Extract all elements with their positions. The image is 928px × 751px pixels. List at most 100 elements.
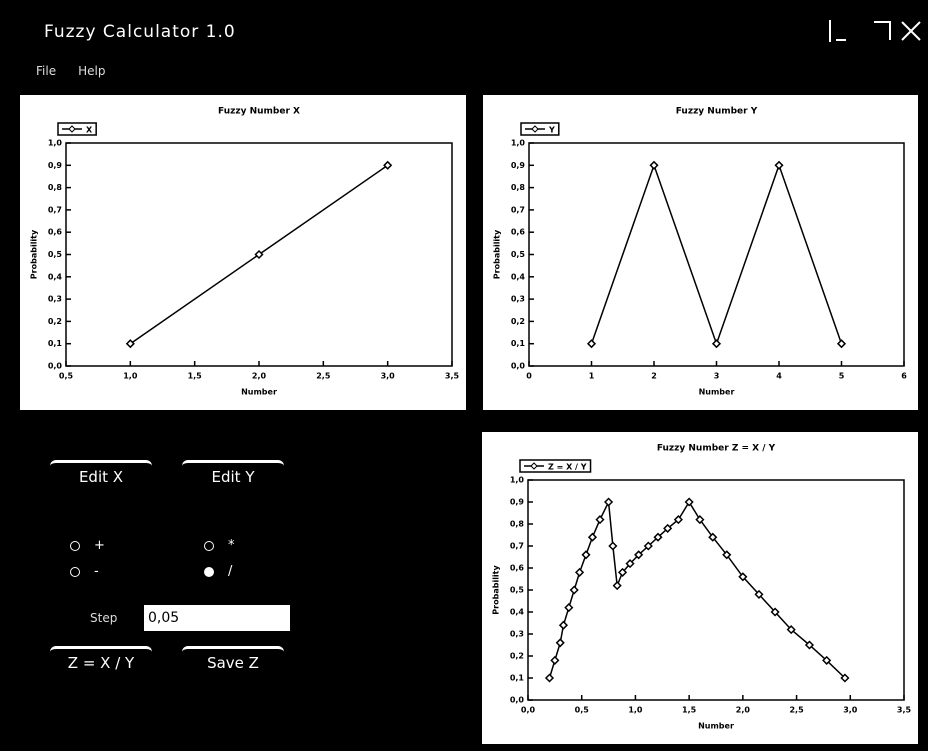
x-tick-label: 2,0 (252, 372, 267, 381)
x-tick-label: 3,0 (843, 706, 858, 715)
data-point (560, 622, 567, 629)
radio-label: + (94, 538, 105, 553)
y-tick-label: 0,3 (48, 295, 62, 304)
y-tick-label: 1,0 (510, 476, 525, 485)
close-button[interactable] (902, 22, 920, 40)
y-tick-label: 0,8 (48, 183, 63, 192)
step-input[interactable]: 0,05 (144, 605, 290, 631)
button[interactable]: Edit Y (182, 460, 284, 486)
x-tick-label: 3,5 (897, 706, 912, 715)
radio-option[interactable]: - (70, 564, 99, 579)
y-tick-label: 1,0 (511, 139, 526, 148)
y-tick-label: 0,7 (511, 205, 525, 214)
window-title: Fuzzy Calculator 1.0 (44, 22, 236, 42)
data-point (605, 499, 612, 506)
menu-item[interactable]: File (36, 64, 56, 78)
radio-button[interactable] (70, 541, 80, 551)
y-tick-label: 0,1 (510, 674, 525, 683)
legend-label: X (86, 126, 93, 135)
x-tick-label: 2,5 (789, 706, 804, 715)
y-tick-label: 0,2 (510, 652, 524, 661)
y-tick-label: 0,7 (48, 205, 62, 214)
x-tick-label: 1 (589, 372, 595, 381)
button[interactable]: Save Z (182, 646, 284, 672)
data-point (576, 569, 583, 576)
y-tick-label: 0,5 (510, 586, 525, 595)
radio-option[interactable]: * (204, 538, 235, 553)
y-tick-label: 0,9 (48, 161, 63, 170)
x-tick-label: 3,0 (381, 372, 396, 381)
data-point (614, 582, 621, 589)
chart-title: Fuzzy Number Y (676, 107, 758, 117)
y-tick-label: 0,9 (511, 161, 526, 170)
legend-label: Y (548, 126, 555, 135)
x-tick-label: 1,5 (682, 706, 697, 715)
radio-label: - (94, 564, 99, 579)
y-tick-label: 0,4 (510, 608, 525, 617)
radio-option[interactable]: / (204, 564, 232, 579)
plot-frame (528, 480, 904, 700)
x-tick-label: 1,5 (188, 372, 203, 381)
legend-label: Z = X / Y (548, 463, 587, 472)
x-tick-label: 0,0 (521, 706, 536, 715)
y-tick-label: 0,0 (48, 362, 63, 371)
x-axis-label: Number (699, 388, 735, 397)
y-tick-label: 0,6 (510, 564, 525, 573)
y-tick-label: 0,6 (511, 228, 526, 237)
chart-panel: Fuzzy Number Z = X / Y 0,0 0,5 1,0 1,5 2,0 2,5… (482, 432, 918, 744)
data-point (546, 675, 553, 682)
data-point (596, 516, 603, 523)
data-point (609, 543, 616, 550)
x-tick-label: 2,0 (736, 706, 751, 715)
x-axis-label: Number (241, 388, 277, 397)
data-point (838, 340, 845, 347)
data-point (565, 604, 572, 611)
y-tick-label: 0,0 (511, 362, 526, 371)
x-tick-label: 3 (714, 372, 720, 381)
plot-frame (529, 143, 904, 366)
data-point (589, 534, 596, 541)
data-point (651, 162, 658, 169)
menu-item[interactable]: Help (78, 64, 105, 78)
chart-title: Fuzzy Number Z = X / Y (657, 444, 776, 454)
y-axis-label: Probability (492, 565, 501, 615)
x-tick-label: 3,5 (445, 372, 460, 381)
radio-button[interactable] (204, 541, 214, 551)
series-line (592, 165, 842, 343)
y-tick-label: 0,5 (511, 250, 526, 259)
y-tick-label: 0,9 (510, 498, 525, 507)
radio-button[interactable] (70, 567, 80, 577)
radio-option[interactable]: + (70, 538, 105, 553)
x-tick-label: 0,5 (59, 372, 74, 381)
maximize-button[interactable] (874, 22, 890, 40)
radio-label: / (228, 564, 232, 579)
x-tick-label: 2 (651, 372, 657, 381)
radio-button[interactable] (204, 567, 214, 577)
x-axis-label: Number (698, 722, 734, 731)
x-tick-label: 1,0 (628, 706, 643, 715)
minimize-button[interactable] (830, 20, 846, 42)
y-tick-label: 0,5 (48, 250, 63, 259)
data-point (686, 499, 693, 506)
y-tick-label: 0,8 (510, 520, 525, 529)
y-axis-label: Probability (493, 229, 502, 279)
y-tick-label: 0,3 (510, 630, 524, 639)
x-tick-label: 6 (901, 372, 907, 381)
data-point (551, 657, 558, 664)
y-tick-label: 0,1 (48, 339, 63, 348)
data-point (713, 340, 720, 347)
y-tick-label: 0,2 (48, 317, 62, 326)
y-tick-label: 0,3 (511, 295, 525, 304)
y-tick-label: 0,0 (510, 696, 525, 705)
button[interactable]: Z = X / Y (50, 646, 152, 672)
step-label: Step (90, 611, 117, 625)
x-tick-label: 2,5 (316, 372, 331, 381)
y-tick-label: 0,8 (511, 183, 526, 192)
y-tick-label: 0,2 (511, 317, 525, 326)
data-point (776, 162, 783, 169)
app-window: Fuzzy Calculator 1.0 File Help Fuzzy Numb… (0, 0, 928, 751)
radio-label: * (228, 538, 235, 553)
button[interactable]: Edit X (50, 460, 152, 486)
